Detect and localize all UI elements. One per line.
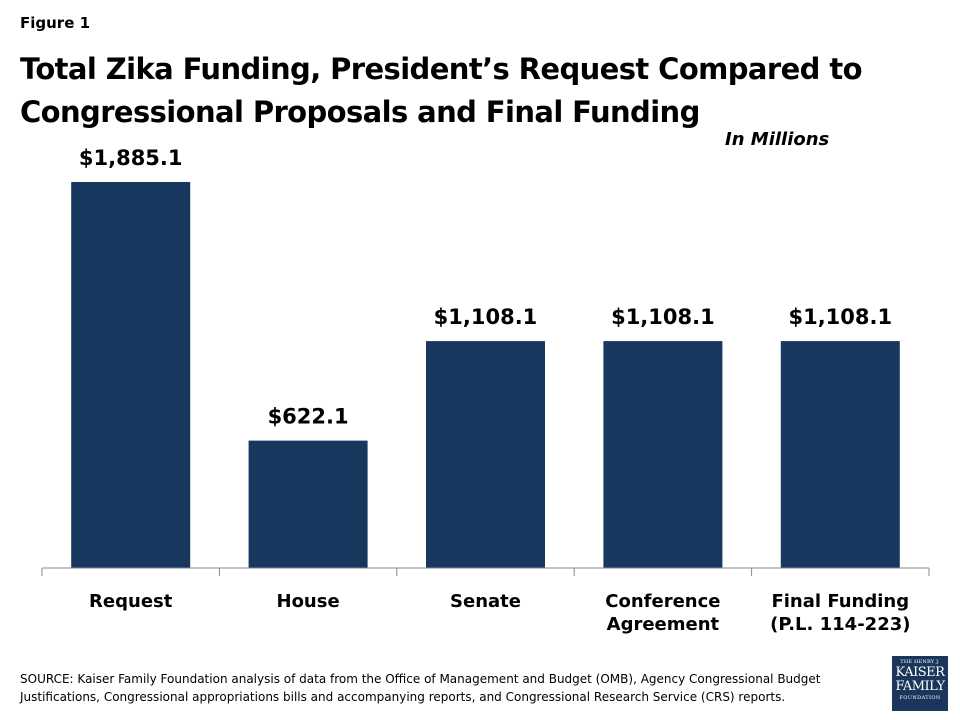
units-note: In Millions [725,129,830,150]
x-tick-label: Request [89,591,173,612]
x-tick-label: Conference [605,591,720,612]
bar-value-label: $1,108.1 [788,305,892,329]
logo-line-4: FOUNDATION [899,695,941,701]
bar-value-label: $1,108.1 [434,305,538,329]
bar-value-label: $1,885.1 [79,146,183,170]
bar [71,182,191,568]
bar-value-label: $622.1 [268,405,349,429]
x-tick-label: Final Funding [771,591,909,612]
figure-label: Figure 1 [20,14,91,32]
bar [780,341,900,568]
x-tick-label: (P.L. 114-223) [770,614,910,635]
bar [426,341,545,568]
bar-chart: $1,885.1 Request $622.1 House $1,108.1 Senate… [41,146,930,635]
logo-line-2: KAISER [895,665,945,680]
bar-value-label: $1,108.1 [611,305,715,329]
x-tick-label: House [277,591,340,612]
source-note: SOURCE: Kaiser Family Foundation analysi… [20,672,821,704]
kff-logo: THE HENRY J. KAISER FAMILY FOUNDATION [892,656,948,711]
chart-title: Total Zika Funding, President’s Request … [20,52,863,129]
bar [248,440,368,568]
bar [603,341,723,568]
logo-line-3: FAMILY [895,679,945,694]
logo-line-1: THE HENRY J. [900,659,940,665]
x-tick-label: Agreement [607,614,720,635]
x-tick-label: Senate [450,591,521,612]
